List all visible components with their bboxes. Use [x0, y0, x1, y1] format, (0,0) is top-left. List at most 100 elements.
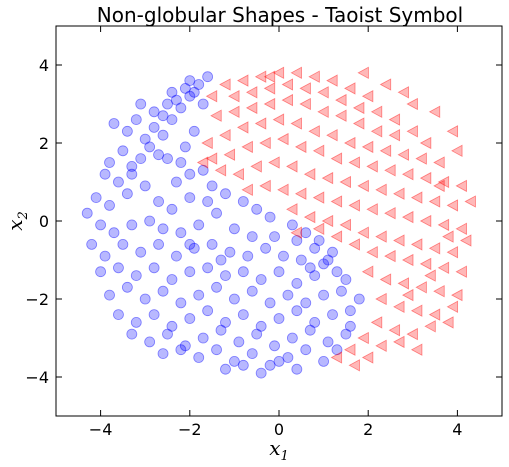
triangle-point: [344, 136, 356, 150]
circle-point: [175, 227, 187, 239]
triangle-point: [379, 273, 392, 286]
triangle-point: [299, 82, 311, 95]
triangle-point: [232, 168, 244, 181]
circle-point: [300, 227, 312, 239]
triangle-point: [330, 351, 343, 364]
triangle-point: [419, 257, 432, 271]
circle-point: [237, 309, 249, 321]
circle-point: [237, 196, 249, 207]
triangle-point: [210, 109, 222, 122]
circle-point: [220, 270, 231, 282]
circle-point: [228, 223, 240, 235]
circle-point: [206, 238, 218, 250]
triangle-point: [344, 343, 356, 356]
triangle-point: [361, 351, 374, 364]
circle-point: [157, 129, 169, 141]
triangle-point: [277, 132, 289, 146]
circle-point: [220, 316, 231, 328]
circle-point: [188, 242, 200, 254]
circle-point: [344, 305, 356, 317]
circle-point: [264, 359, 276, 371]
triangle-point: [357, 226, 369, 239]
circle-point: [108, 118, 120, 129]
triangle-point: [384, 249, 396, 263]
circle-point: [264, 211, 276, 223]
circle-point: [228, 355, 240, 367]
circle-point: [121, 188, 133, 200]
circle-point: [193, 352, 205, 363]
triangle-point: [446, 246, 459, 259]
circle-point: [184, 90, 196, 102]
circle-point: [171, 176, 182, 188]
triangle-point: [303, 210, 316, 224]
triangle-point: [401, 253, 414, 267]
triangle-point: [254, 70, 267, 83]
triangle-point: [419, 214, 432, 228]
triangle-point: [366, 246, 378, 259]
circle-point: [255, 320, 267, 332]
triangle-point: [312, 144, 325, 157]
circle-point: [255, 367, 267, 379]
triangle-point: [335, 93, 347, 107]
triangle-point: [272, 66, 285, 79]
circle-point: [242, 250, 254, 262]
triangle-point: [437, 261, 450, 274]
triangle-point: [277, 183, 289, 196]
triangle-point: [321, 214, 334, 228]
triangle-point: [294, 140, 307, 154]
circle-point: [246, 348, 258, 360]
triangle-point: [205, 152, 218, 165]
circle-point: [171, 94, 182, 106]
circle-point: [336, 285, 347, 297]
circle-point: [166, 274, 178, 285]
triangle-point: [393, 187, 405, 200]
x-tick-label: −4: [89, 420, 113, 439]
circle-point: [211, 344, 222, 356]
triangle-point: [201, 136, 213, 150]
triangle-point: [415, 281, 427, 294]
circle-point: [300, 344, 312, 356]
circle-point: [246, 285, 258, 297]
circle-point: [291, 235, 303, 246]
triangle-point: [375, 230, 387, 243]
triangle-point: [219, 129, 231, 142]
triangle-point: [317, 105, 329, 118]
triangle-point: [442, 230, 454, 243]
circle-point: [113, 176, 124, 188]
triangle-point: [223, 148, 236, 161]
circle-point: [286, 332, 298, 344]
triangle-point: [214, 164, 227, 177]
triangle-point: [326, 129, 338, 142]
circle-point: [166, 203, 178, 215]
circle-point: [130, 114, 142, 125]
circle-point: [340, 274, 352, 285]
circle-point: [148, 122, 160, 133]
triangle-point: [455, 265, 467, 278]
triangle-point: [290, 66, 302, 79]
circle-point: [184, 238, 196, 250]
circle-point: [108, 227, 120, 239]
triangle-point: [401, 288, 414, 302]
circle-point: [153, 149, 164, 161]
circle-point: [184, 75, 196, 86]
circle-point: [197, 98, 209, 110]
circle-point: [291, 305, 303, 317]
triangle-point: [375, 183, 387, 196]
triangle-point: [370, 125, 383, 138]
circle-point: [353, 293, 365, 305]
circle-point: [318, 258, 330, 270]
triangle-point: [263, 82, 276, 95]
circle-point: [188, 86, 200, 98]
triangle-point: [446, 125, 459, 138]
circle-point: [99, 168, 111, 180]
circle-point: [331, 344, 343, 356]
circle-point: [202, 262, 214, 274]
triangle-point: [326, 74, 338, 87]
circle-point: [193, 219, 205, 231]
triangle-point: [428, 308, 441, 321]
axis-ticks: −4 −2 0 2 4 −4 −2 0 2 4: [25, 26, 502, 439]
circle-point: [157, 110, 169, 122]
circle-point: [211, 207, 222, 219]
triangle-point: [259, 179, 271, 193]
circle-point: [304, 262, 316, 274]
